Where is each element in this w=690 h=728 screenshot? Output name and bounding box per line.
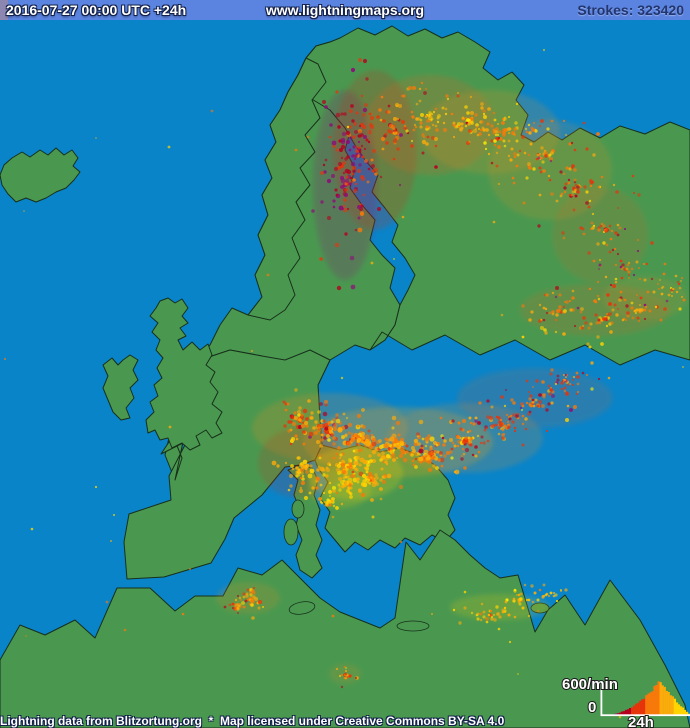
svg-text:600/min: 600/min [562,676,618,693]
